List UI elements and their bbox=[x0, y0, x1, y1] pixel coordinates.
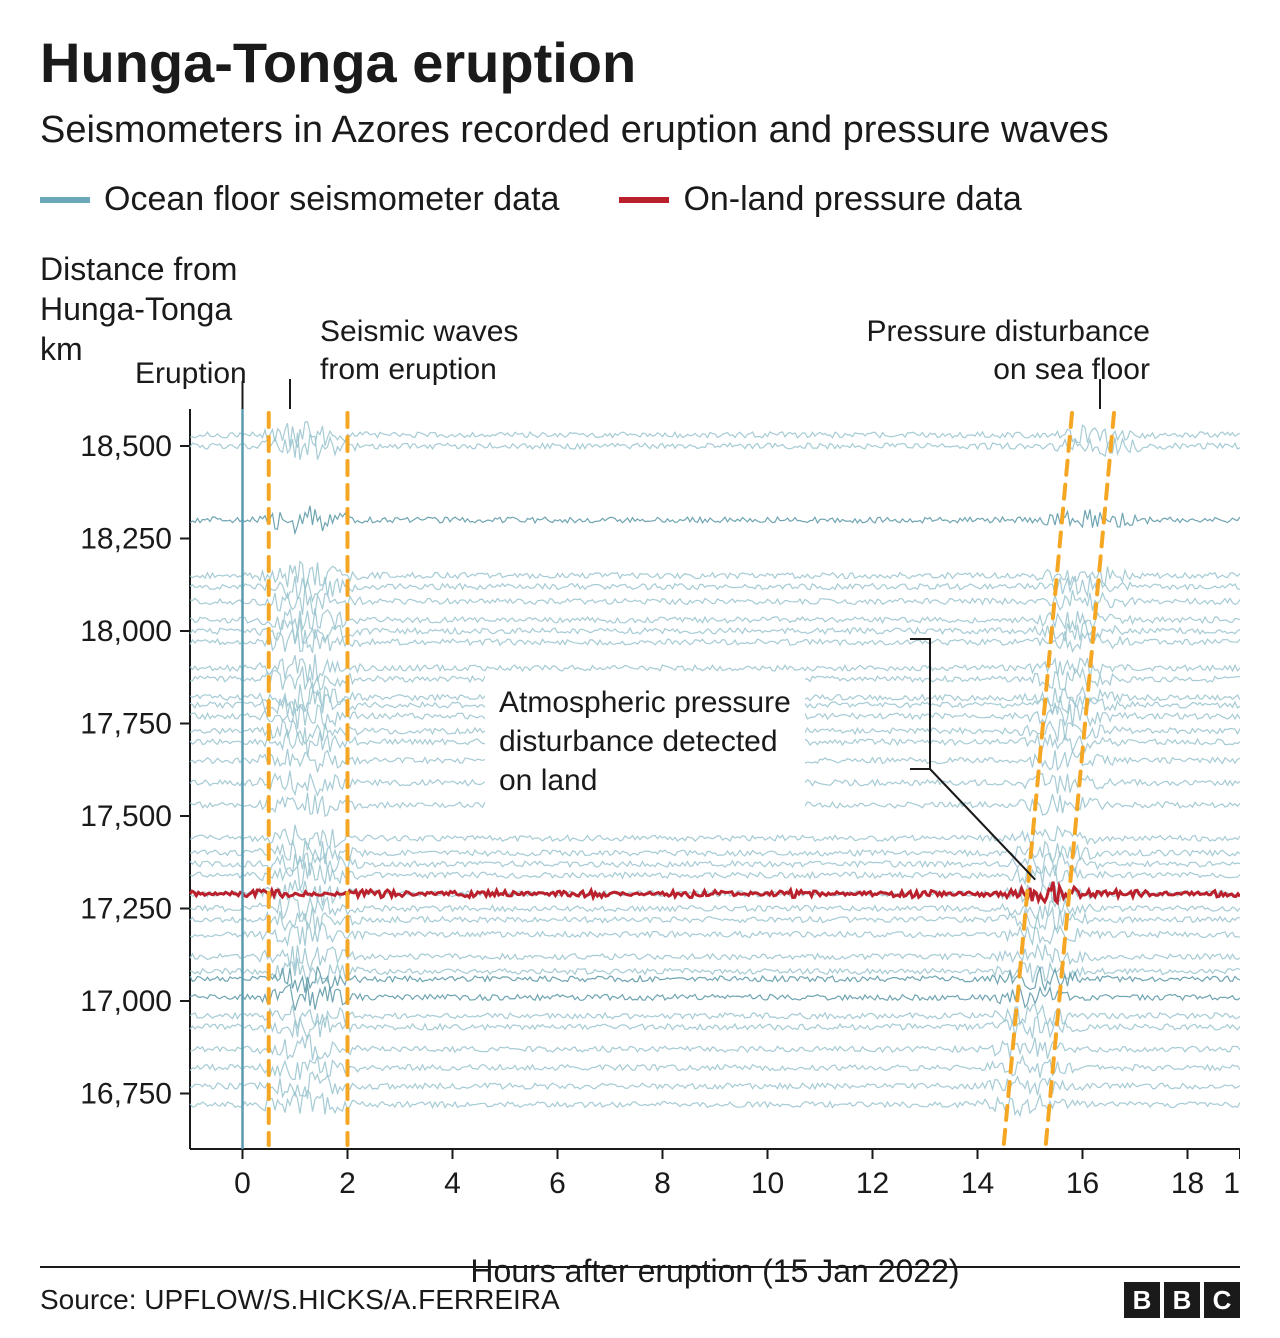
svg-text:16: 16 bbox=[1066, 1167, 1099, 1200]
bbc-logo-box: B bbox=[1124, 1282, 1160, 1318]
svg-text:12: 12 bbox=[856, 1167, 889, 1200]
svg-text:0: 0 bbox=[234, 1167, 251, 1200]
svg-text:14: 14 bbox=[961, 1167, 994, 1200]
svg-text:18,000: 18,000 bbox=[80, 615, 172, 648]
svg-text:10: 10 bbox=[751, 1167, 784, 1200]
chart-area: Eruption Seismic wavesfrom eruption Pres… bbox=[40, 379, 1240, 1249]
annotation-eruption: Eruption bbox=[135, 355, 247, 393]
bbc-logo-box: C bbox=[1204, 1282, 1240, 1318]
annotation-pressure-sea: Pressure disturbanceon sea floor bbox=[830, 313, 1150, 388]
legend-item-seismo: Ocean floor seismometer data bbox=[40, 180, 559, 219]
svg-text:18,500: 18,500 bbox=[80, 430, 172, 463]
svg-text:6: 6 bbox=[549, 1167, 566, 1200]
legend-swatch-seismo bbox=[40, 197, 90, 203]
bbc-logo-box: B bbox=[1164, 1282, 1200, 1318]
annotation-atmospheric: Atmospheric pressuredisturbance detected… bbox=[485, 673, 805, 810]
legend-label-pressure: On-land pressure data bbox=[683, 180, 1021, 219]
chart-footer: Source: UPFLOW/S.HICKS/A.FERREIRA BBC bbox=[40, 1266, 1240, 1318]
legend-item-pressure: On-land pressure data bbox=[619, 180, 1021, 219]
annotation-seismic: Seismic wavesfrom eruption bbox=[320, 313, 518, 388]
svg-text:16,750: 16,750 bbox=[80, 1078, 172, 1111]
legend: Ocean floor seismometer data On-land pre… bbox=[40, 180, 1240, 219]
legend-label-seismo: Ocean floor seismometer data bbox=[104, 180, 559, 219]
svg-text:2: 2 bbox=[339, 1167, 356, 1200]
svg-text:18: 18 bbox=[1171, 1167, 1204, 1200]
svg-text:17,000: 17,000 bbox=[80, 985, 172, 1018]
svg-text:17,500: 17,500 bbox=[80, 800, 172, 833]
source-text: Source: UPFLOW/S.HICKS/A.FERREIRA bbox=[40, 1284, 560, 1316]
bbc-logo: BBC bbox=[1124, 1282, 1240, 1318]
svg-text:17,250: 17,250 bbox=[80, 893, 172, 926]
legend-swatch-pressure bbox=[619, 197, 669, 203]
svg-text:18,250: 18,250 bbox=[80, 523, 172, 556]
chart-title: Hunga-Tonga eruption bbox=[40, 30, 1240, 95]
svg-text:17,750: 17,750 bbox=[80, 708, 172, 741]
svg-text:19: 19 bbox=[1223, 1167, 1240, 1200]
svg-text:8: 8 bbox=[654, 1167, 671, 1200]
chart-subtitle: Seismometers in Azores recorded eruption… bbox=[40, 109, 1240, 152]
svg-text:4: 4 bbox=[444, 1167, 461, 1200]
